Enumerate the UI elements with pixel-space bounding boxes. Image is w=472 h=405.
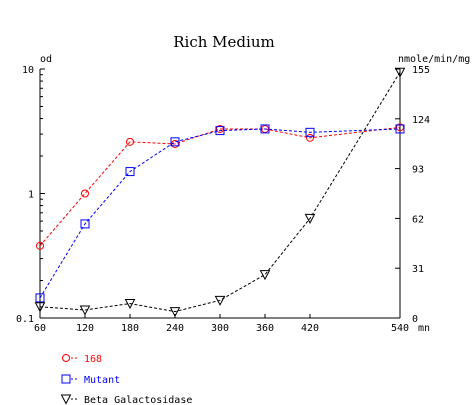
x-tick-label: 60 xyxy=(34,323,46,334)
x-tick-label: 240 xyxy=(166,323,184,334)
right-tick-label: 31 xyxy=(412,264,424,275)
legend: 168 Mutant Beta Galactosidase xyxy=(60,354,192,405)
legend-marker xyxy=(60,394,72,405)
series-beta-galactosidase xyxy=(34,67,406,318)
right-axis-unit: nmole/min/mg xyxy=(398,54,470,65)
right-tick-label: 93 xyxy=(412,165,424,176)
data-point xyxy=(305,127,315,137)
x-tick-label: 300 xyxy=(211,323,229,334)
data-point xyxy=(394,67,406,78)
data-point xyxy=(169,307,181,318)
legend-entry: Beta Galactosidase xyxy=(60,394,192,405)
data-point xyxy=(124,299,136,310)
x-tick-label: 120 xyxy=(76,323,94,334)
series-group xyxy=(34,67,406,318)
data-point xyxy=(214,295,226,306)
chart-title: Rich Medium xyxy=(173,33,274,51)
legend-label: Mutant xyxy=(84,375,120,386)
x-tick-label: 180 xyxy=(121,323,139,334)
x-tick-label: 360 xyxy=(256,323,274,334)
data-point xyxy=(34,302,46,313)
axes xyxy=(39,68,401,319)
x-tick-label: 420 xyxy=(301,323,319,334)
legend-entry: Mutant xyxy=(61,374,120,386)
left-tick-label: 10 xyxy=(22,65,34,76)
legend-marker xyxy=(61,374,71,384)
data-point xyxy=(125,167,135,177)
left-tick-label: 0.1 xyxy=(16,314,34,325)
data-point xyxy=(395,124,405,134)
legend-label: Beta Galactosidase xyxy=(84,395,192,405)
data-point xyxy=(215,126,225,136)
right-tick-label: 155 xyxy=(412,65,430,76)
data-point xyxy=(80,219,90,229)
series-line xyxy=(39,126,401,247)
legend-entry: 168 xyxy=(62,354,102,365)
tick-labels: 0.1 1 10 0 31 62 93 124 155 60 120 180 240 300 360 420 5… xyxy=(16,65,430,334)
data-point xyxy=(260,124,270,134)
data-point xyxy=(304,213,316,224)
data-point xyxy=(259,270,271,281)
right-tick-label: 62 xyxy=(412,214,424,225)
x-tick-label: 540 xyxy=(391,323,409,334)
series-mutant xyxy=(35,124,405,303)
right-tick-label: 0 xyxy=(412,314,418,325)
data-point xyxy=(170,137,180,147)
series-line xyxy=(39,71,401,313)
legend-marker xyxy=(62,354,70,362)
series-168 xyxy=(36,123,404,250)
left-axis-unit: od xyxy=(40,54,52,65)
x-axis-unit: mn xyxy=(418,323,430,334)
left-tick-label: 1 xyxy=(28,190,34,201)
right-tick-label: 124 xyxy=(412,115,430,126)
data-point xyxy=(81,189,89,198)
data-point xyxy=(36,241,44,250)
data-point xyxy=(79,305,91,316)
data-point xyxy=(35,293,45,303)
legend-label: 168 xyxy=(84,354,102,365)
data-point xyxy=(306,133,314,142)
data-point xyxy=(126,137,134,146)
series-line xyxy=(39,128,401,299)
